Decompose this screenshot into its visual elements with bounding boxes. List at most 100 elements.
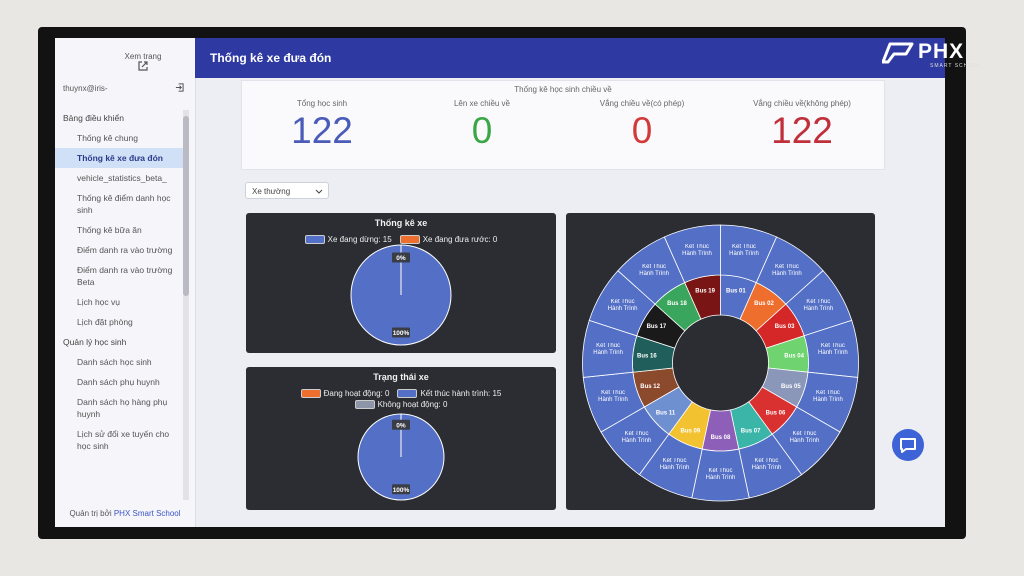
legend-text[interactable]: Không hoạt động: 0 <box>377 400 448 409</box>
legend-text[interactable]: Đang hoạt động: 0 <box>323 389 390 398</box>
legend: Đang hoạt động: 0 Kết thúc hành trình: 15… <box>276 389 526 409</box>
status-label-box: Kết Thúc Hành Trình <box>598 390 628 403</box>
nav-section[interactable]: Quản lý học sinh <box>63 337 127 347</box>
pie-label: 100% <box>393 330 410 337</box>
status-segment[interactable] <box>663 224 721 284</box>
page-title: Thống kê xe đưa đón <box>210 51 332 65</box>
nav-item[interactable]: Danh sách học sinh <box>77 357 152 367</box>
pie-card: Thống kê xe Xe đang dừng: 15 Xe đang đưa r… <box>246 213 556 353</box>
summary-card: Thống kê học sinh chiều về Tổng học sinh… <box>241 80 885 170</box>
legend-text[interactable]: Xe đang dừng: 15 <box>327 235 392 244</box>
status-label: Kết Thúc Hành Trình <box>789 430 820 444</box>
status-label-box: Kết Thúc Hành Trình <box>682 244 712 258</box>
status-label: Kết Thúc Hành Trình <box>682 244 712 258</box>
stat-value: 122 <box>771 110 833 151</box>
pie-card: Trạng thái xe Đang hoạt động: 0 Kết thúc h… <box>246 367 556 510</box>
nav-item[interactable]: Danh sách họ hàng phụ huynh <box>77 397 168 419</box>
status-label: Kết Thúc Hành Trình <box>639 263 669 277</box>
bus-label: Bus 04 <box>784 353 804 359</box>
bus-label: Bus 16 <box>637 353 657 359</box>
nav-item[interactable]: Lịch học vụ <box>77 297 120 307</box>
bus-label: Bus 18 <box>667 301 687 307</box>
nav-item[interactable]: Điểm danh ra vào trường <box>77 245 173 255</box>
stat-label: Vắng chiều về(không phép) <box>753 99 851 108</box>
status-label-box: Kết Thúc Hành Trình <box>789 430 820 444</box>
nav-item[interactable]: Lịch đặt phòng <box>77 317 133 327</box>
logout-icon[interactable] <box>175 83 184 92</box>
status-label: Kết Thúc Hành Trình <box>803 298 834 312</box>
pie-label: 0% <box>396 255 406 262</box>
status-label-box: Kết Thúc Hành Trình <box>803 298 834 312</box>
bus-donut-card: Bus 01 Kết Thúc Hành Trình Bus 02 Kết Thúc … <box>566 213 875 510</box>
nav-item[interactable]: Thống kê điểm danh học sinh <box>77 193 171 215</box>
legend: Xe đang dừng: 15 Xe đang đưa rước: 0 <box>276 235 526 244</box>
status-label-box: Kết Thúc Hành Trình <box>813 390 843 403</box>
legend-swatch[interactable] <box>399 235 420 244</box>
legend-item[interactable]: Xe đang dừng: 15 <box>304 235 392 244</box>
nav-item[interactable]: Thống kê bữa ăn <box>77 225 142 235</box>
status-label-box: Kết Thúc Hành Trình <box>729 244 759 257</box>
status-label-box: Kết Thúc Hành Trình <box>608 299 638 312</box>
status-label-box: Kết Thúc Hành Trình <box>639 263 669 277</box>
nav-item[interactable]: Thống kê chung <box>77 133 138 143</box>
pie-title: Trạng thái xe <box>373 372 429 382</box>
nav-section[interactable]: Bảng điều khiển <box>63 113 124 123</box>
pie-label-bg <box>392 327 410 338</box>
legend-item[interactable]: Đang hoạt động: 0 <box>300 389 390 398</box>
chat-button[interactable] <box>892 429 924 461</box>
legend-text[interactable]: Xe đang đưa rước: 0 <box>422 235 498 244</box>
status-label: Kết Thúc Hành Trình <box>593 343 623 357</box>
stat: Vắng chiều về(không phép) 122 <box>722 99 882 152</box>
summary-title: Thống kê học sinh chiều về <box>514 85 612 94</box>
header-bar: Thống kê xe đưa đón <box>195 38 945 78</box>
view-page-text[interactable]: Xem trang <box>124 52 162 61</box>
bus-label: Bus 06 <box>766 411 786 417</box>
stat-value: 0 <box>631 110 653 151</box>
nav-item[interactable]: Thống kê xe đưa đón <box>55 148 183 168</box>
stat-label: Lên xe chiều về <box>453 99 511 108</box>
status-label-box: Kết Thúc Hành Trình <box>772 264 802 277</box>
nav-item[interactable]: Điểm danh ra vào trường Beta <box>77 265 173 287</box>
bus-label: Bus 05 <box>781 384 801 390</box>
nav-item[interactable]: Lịch sử đổi xe tuyến cho học sinh <box>77 429 170 451</box>
legend-item[interactable]: Không hoạt động: 0 <box>354 400 448 409</box>
legend-swatch[interactable] <box>354 400 375 409</box>
footer-brand[interactable]: PHX Smart School <box>113 509 181 518</box>
logo-brand: PHX <box>918 40 965 63</box>
bus-label: Bus 09 <box>681 429 701 435</box>
screen: Xem trang thuynx@iris- Bảng điều khiển Th… <box>55 38 945 527</box>
legend-item[interactable]: Xe đang đưa rước: 0 <box>399 235 498 244</box>
stat-label: Tổng học sinh <box>296 99 348 108</box>
chat-icon <box>900 438 916 453</box>
external-icon <box>138 61 148 71</box>
stat: Vắng chiều về(có phép) 0 <box>562 99 722 152</box>
pie-slice <box>350 244 452 346</box>
legend-swatch[interactable] <box>304 235 325 244</box>
legend-swatch[interactable] <box>300 389 321 398</box>
bus-label: Bus 17 <box>647 324 667 330</box>
pie-label: 0% <box>396 422 406 429</box>
nav-list: Bảng điều khiển Thống kê chung Thống kê xe… <box>55 108 183 503</box>
stat: Lên xe chiều về 0 <box>402 99 562 152</box>
bus-label: Bus 11 <box>656 411 676 417</box>
vehicle-type-select[interactable]: Xe thường <box>245 182 329 199</box>
legend-text[interactable]: Kết thúc hành trình: 15 <box>420 389 502 398</box>
nav-item[interactable]: vehicle_statistics_beta_ <box>77 173 167 183</box>
select-caret <box>315 189 323 194</box>
pie-label: 100% <box>393 487 410 494</box>
legend-swatch[interactable] <box>397 389 418 398</box>
scrollbar-thumb[interactable] <box>183 116 189 296</box>
nav-item[interactable]: Danh sách phụ huynh <box>77 377 160 387</box>
sidebar: Xem trang thuynx@iris- Bảng điều khiển Th… <box>55 38 196 527</box>
legend-item[interactable]: Kết thúc hành trình: 15 <box>397 389 501 398</box>
bus-label: Bus 01 <box>726 289 746 295</box>
status-label-box: Kết Thúc Hành Trình <box>818 343 848 356</box>
status-label: Kết Thúc Hành Trình <box>621 430 652 444</box>
view-page-link[interactable]: Xem trang <box>113 52 173 73</box>
select-value[interactable]: Xe thường <box>252 187 291 196</box>
stat-value: 0 <box>471 110 493 151</box>
bus-label: Bus 02 <box>754 301 774 307</box>
status-label: Kết Thúc Hành Trình <box>751 458 782 472</box>
scrollbar[interactable] <box>183 110 189 500</box>
